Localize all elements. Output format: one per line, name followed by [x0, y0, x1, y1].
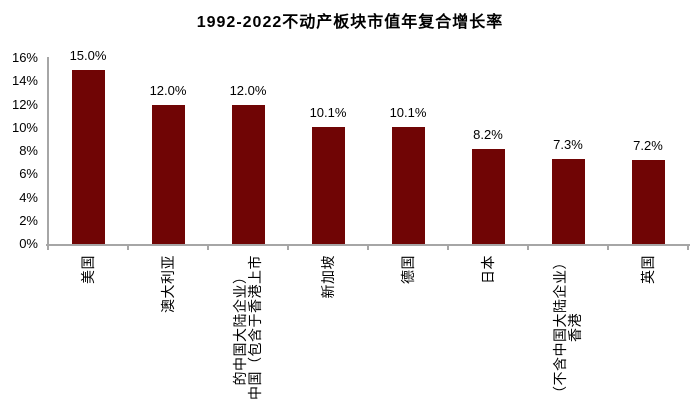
- x-axis-tick-label: 澳大利亚: [159, 255, 176, 313]
- x-axis-tick-label: 德国: [399, 255, 416, 284]
- x-axis-tick-mark: [207, 246, 209, 250]
- x-axis-tick-label: （不含中国大陆企业） 香港: [552, 255, 583, 400]
- bar-value-label: 12.0%: [149, 82, 187, 98]
- y-axis-tick-label: 0%: [19, 236, 38, 251]
- y-axis-tick-label: 16%: [11, 50, 38, 65]
- bar-value-label: 10.1%: [309, 104, 347, 120]
- x-axis-tick-mark: [687, 246, 689, 250]
- bar: [231, 104, 265, 244]
- chart-title: 1992-2022不动产板块市值年复合增长率: [196, 14, 504, 31]
- x-axis-tick-label: 的中国大陆企业） 中国（包含于香港上市: [232, 255, 263, 400]
- bar: [151, 104, 185, 244]
- x-axis-tick-mark: [127, 246, 129, 250]
- y-axis-line: [47, 57, 49, 246]
- bar-value-label: 8.2%: [473, 126, 503, 142]
- y-axis-tick-label: 4%: [19, 189, 38, 205]
- bar-value-label: 10.1%: [389, 104, 427, 120]
- x-axis-tick-mark: [367, 246, 369, 250]
- x-axis-tick-mark: [447, 246, 449, 250]
- x-axis-tick-label: 美国: [79, 255, 96, 284]
- bar-value-label: 7.2%: [633, 138, 663, 154]
- bar: [471, 148, 505, 244]
- bar: [391, 126, 425, 244]
- x-axis-tick-mark: [287, 246, 289, 250]
- bar: [311, 126, 345, 244]
- x-axis-tick-mark: [607, 246, 609, 250]
- x-axis-tick-mark: [527, 246, 529, 250]
- x-axis-tick-mark: [47, 246, 49, 250]
- bar-value-label: 15.0%: [69, 47, 107, 63]
- y-axis-tick-label: 2%: [19, 212, 38, 228]
- y-axis-tick-label: 8%: [19, 143, 38, 158]
- bar-value-label: 7.3%: [553, 137, 583, 153]
- x-axis-tick-label: 日本: [479, 255, 496, 284]
- bar-value-label: 12.0%: [229, 82, 267, 98]
- y-axis-tick-label: 14%: [11, 73, 38, 89]
- y-axis-tick-label: 12%: [11, 96, 38, 112]
- y-axis-tick-label: 10%: [11, 119, 38, 135]
- bar: [71, 69, 105, 244]
- x-axis-tick-label: 英国: [639, 255, 656, 284]
- y-axis-tick-label: 6%: [19, 166, 38, 182]
- bar: [551, 159, 585, 244]
- x-axis-line: [46, 244, 690, 246]
- bar: [631, 160, 665, 244]
- x-axis-tick-label: 新加坡: [319, 255, 336, 299]
